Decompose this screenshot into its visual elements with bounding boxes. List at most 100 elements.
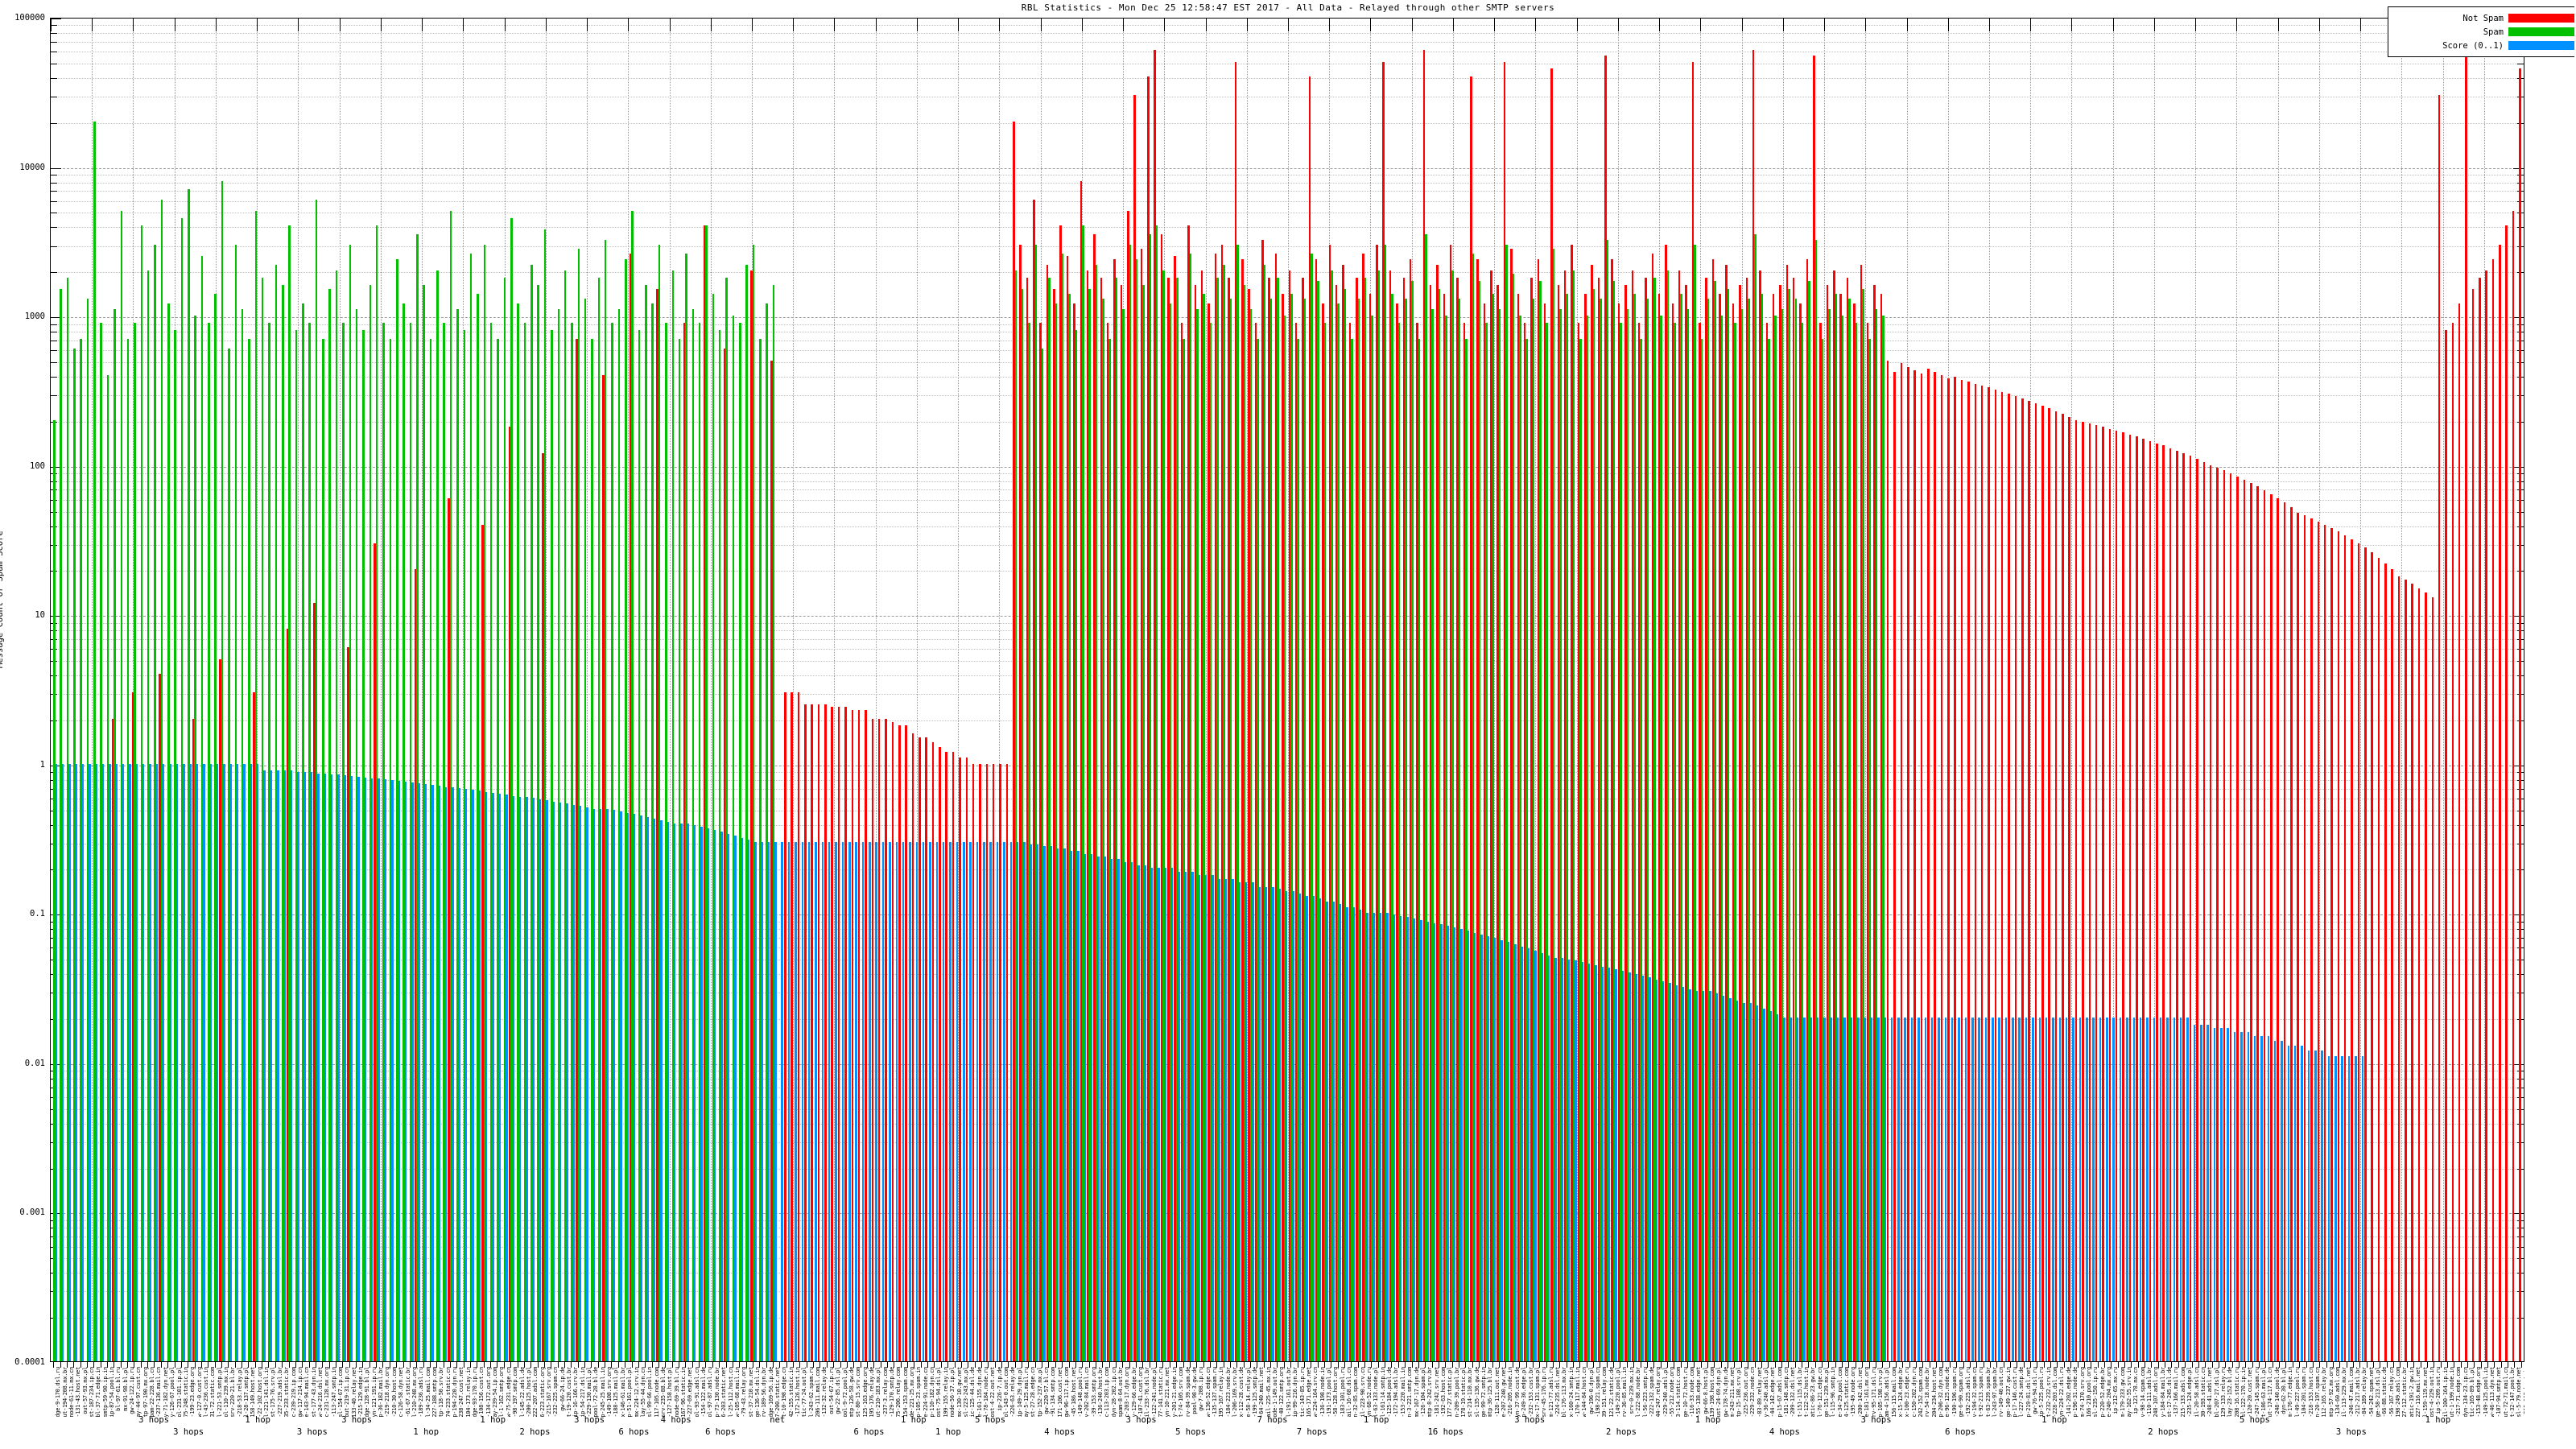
bar	[2267, 1036, 2270, 1361]
x-tick	[1014, 1362, 1016, 1368]
bar	[592, 808, 596, 1361]
x-tick	[1963, 1362, 1964, 1368]
x-tick	[66, 1362, 68, 1368]
bar	[1232, 878, 1234, 1361]
bar	[1756, 1005, 1759, 1361]
bar	[1117, 859, 1120, 1361]
bar	[2479, 277, 2481, 1361]
x-tick	[2023, 1362, 2025, 1368]
bar	[1447, 926, 1449, 1361]
bar	[1413, 919, 1416, 1361]
bar	[1331, 270, 1333, 1361]
bar	[559, 802, 562, 1361]
x-tick	[2225, 1362, 2227, 1368]
bar	[478, 791, 481, 1361]
x-tick	[766, 1362, 767, 1368]
bar	[791, 692, 793, 1361]
bar	[1994, 389, 1997, 1361]
x-tick-label: cust-246-47.mail.com	[2347, 1367, 2355, 1417]
x-tick-label: mx-227-188.smtp.com	[431, 1367, 438, 1417]
x-tick	[1196, 1362, 1198, 1368]
bar	[1493, 938, 1496, 1361]
bar	[821, 841, 824, 1361]
bar	[308, 322, 311, 1361]
bar	[518, 796, 522, 1361]
bar	[1846, 277, 1849, 1361]
bar	[1597, 277, 1600, 1361]
x-tick	[1034, 1362, 1036, 1368]
bar	[2287, 1045, 2290, 1361]
bar	[2330, 527, 2333, 1361]
x-tick	[907, 1362, 909, 1368]
x-tick	[1303, 1362, 1305, 1368]
grid-line-vertical	[2112, 19, 2114, 1361]
bar	[1487, 936, 1490, 1361]
bar	[1048, 277, 1051, 1361]
bar	[795, 841, 797, 1361]
bar	[1422, 50, 1426, 1361]
bar	[1884, 1018, 1886, 1361]
x-tick-label: mx-112-28.cust.de	[1238, 1367, 1245, 1417]
bar	[1433, 923, 1436, 1361]
x-tick	[537, 1362, 539, 1368]
bar	[1689, 989, 1691, 1361]
bar	[787, 841, 791, 1361]
bar	[369, 285, 372, 1361]
bar	[931, 741, 935, 1361]
bar	[651, 303, 654, 1361]
x-tick	[1794, 1362, 1796, 1368]
bar	[111, 718, 114, 1361]
hop-group-label: 5 hops	[975, 1415, 1006, 1425]
bar	[727, 833, 730, 1361]
x-tick	[147, 1362, 149, 1368]
x-tick	[1391, 1362, 1393, 1368]
bar	[1183, 338, 1185, 1361]
x-tick	[1229, 1362, 1231, 1368]
bar	[241, 309, 244, 1361]
bar	[969, 841, 972, 1361]
x-tick-label: out-210-183.mx.pl	[875, 1367, 882, 1417]
grid-line-minor	[51, 77, 2524, 79]
x-tick-label: relay-79-43.relay.org	[741, 1367, 748, 1417]
bar	[1476, 258, 1479, 1361]
bar	[1910, 1018, 1913, 1361]
bar	[1086, 270, 1089, 1361]
bar	[1980, 386, 1984, 1361]
bar	[1930, 1018, 1934, 1361]
x-tick	[2393, 1362, 2395, 1368]
bar	[881, 841, 885, 1361]
bar	[1523, 322, 1526, 1361]
bar	[1640, 338, 1642, 1361]
bar	[1212, 874, 1214, 1361]
x-tick-label: gw-66-8.host.pl	[1702, 1367, 1709, 1414]
x-tick	[2111, 1362, 2112, 1368]
bar	[1873, 285, 1876, 1361]
bar	[328, 289, 331, 1361]
bar	[162, 763, 165, 1361]
x-tick-label: dsl-5-79.node.net	[2516, 1367, 2523, 1417]
bar	[712, 294, 715, 1361]
x-tick	[1209, 1362, 1211, 1368]
bar	[685, 254, 687, 1361]
bar	[1748, 298, 1750, 1361]
bar	[2196, 459, 2198, 1361]
x-tick	[1660, 1362, 1662, 1368]
bar	[1344, 289, 1347, 1361]
bar	[1245, 882, 1248, 1361]
grid-line-vertical	[298, 19, 299, 1361]
bar	[2357, 543, 2360, 1361]
bar	[149, 763, 151, 1361]
x-tick	[1761, 1362, 1762, 1368]
x-tick-label: node-61-11.mx.cn	[68, 1367, 75, 1417]
bar	[1796, 1018, 1799, 1361]
bar	[1790, 1018, 1792, 1361]
bar	[1443, 294, 1446, 1361]
x-tick-label: pool-231-101.ip.pl	[175, 1367, 183, 1417]
x-tick	[1008, 1362, 1009, 1368]
bar	[898, 725, 901, 1361]
bar	[503, 277, 506, 1361]
x-tick-label: spam-175-248.static.in	[182, 1367, 189, 1417]
bar	[2290, 507, 2293, 1361]
hop-group-label: 1 hop	[245, 1415, 271, 1425]
x-tick-label: mx-165-171.edge.net	[1305, 1367, 1312, 1417]
